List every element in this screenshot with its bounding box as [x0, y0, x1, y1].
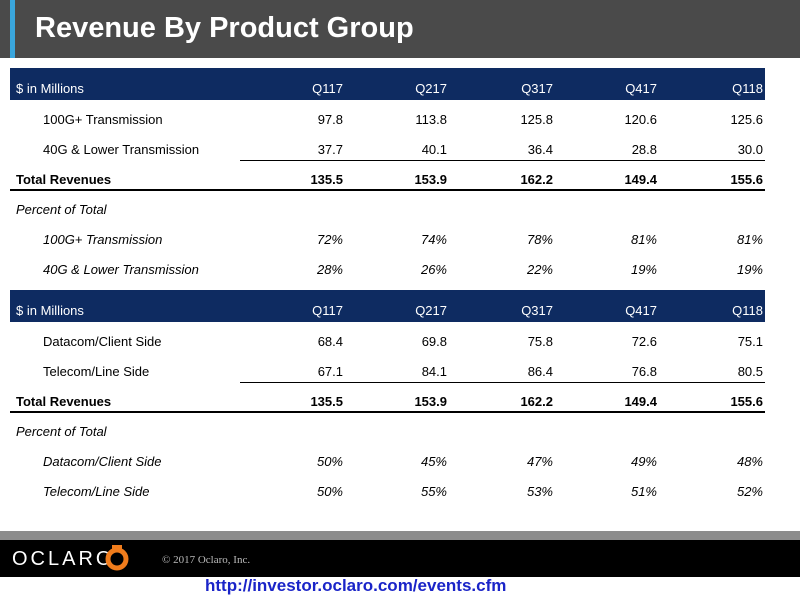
- row-value: 86.4: [527, 364, 553, 379]
- percent-value: 45%: [420, 454, 447, 469]
- header-label: $ in Millions: [16, 81, 84, 96]
- percent-value: 50%: [316, 484, 343, 499]
- logo-ring: [105, 547, 129, 571]
- row-value: 97.8: [317, 112, 343, 127]
- percent-value: 81%: [630, 232, 657, 247]
- row-value: 80.5: [737, 364, 763, 379]
- header-value: Q118: [732, 303, 763, 318]
- row-value: 67.1: [317, 364, 343, 379]
- percent-value: 26%: [420, 262, 447, 277]
- link[interactable]: http://investor.oclaro.com/events.cfm: [205, 576, 507, 595]
- percent-value: 78%: [526, 232, 553, 247]
- row-label: Datacom/Client Side: [43, 334, 162, 349]
- total-value: 149.4: [624, 394, 657, 409]
- row-value: 75.1: [737, 334, 763, 349]
- row-label: 40G & Lower Transmission: [43, 142, 200, 157]
- percent-value: 52%: [736, 484, 763, 499]
- total-rule: [10, 411, 765, 413]
- percent-value: 47%: [526, 454, 553, 469]
- percent-label: Telecom/Line Side: [43, 484, 150, 499]
- percent-value: 81%: [736, 232, 763, 247]
- total-rule: [10, 189, 765, 191]
- header-value: Q217: [415, 81, 447, 96]
- table-header-band: [10, 290, 765, 322]
- row-value: 76.8: [631, 364, 657, 379]
- title: Revenue By Product Group: [35, 12, 414, 44]
- percent-value: 51%: [630, 484, 657, 499]
- logo-tab: [112, 545, 122, 550]
- row-value: 30.0: [737, 142, 763, 157]
- percent-value: 28%: [316, 262, 343, 277]
- total-value: 162.2: [520, 172, 553, 187]
- percent-label: Datacom/Client Side: [43, 454, 162, 469]
- logo-text: OCLARO: [12, 548, 115, 570]
- logo-icon: [105, 545, 129, 571]
- row-value: 75.8: [527, 334, 553, 349]
- total-value: 153.9: [414, 394, 447, 409]
- total-value: 135.5: [310, 394, 343, 409]
- percent-value: 53%: [526, 484, 553, 499]
- percent-value: 48%: [736, 454, 763, 469]
- copyright: © 2017 Oclaro, Inc.: [162, 554, 251, 566]
- total-value: 155.6: [730, 394, 763, 409]
- percent-value: 19%: [736, 262, 763, 277]
- total-label: Total Revenues: [16, 394, 112, 409]
- header-value: Q217: [415, 303, 447, 318]
- title-accent: [10, 0, 15, 58]
- total-value: 155.6: [730, 172, 763, 187]
- percent-value: 74%: [420, 232, 447, 247]
- row-value: 68.4: [317, 334, 343, 349]
- header-value: Q117: [312, 303, 343, 318]
- subtotal-rule: [240, 382, 765, 383]
- header-value: Q417: [625, 81, 657, 96]
- row-value: 125.6: [730, 112, 763, 127]
- percent-value: 22%: [526, 262, 553, 277]
- percent-value: 72%: [316, 232, 343, 247]
- percent-title: Percent of Total: [16, 424, 107, 439]
- total-value: 153.9: [414, 172, 447, 187]
- header-value: Q317: [521, 81, 553, 96]
- footer-bar: [0, 540, 800, 577]
- header-label: $ in Millions: [16, 303, 84, 318]
- header-value: Q118: [732, 81, 763, 96]
- header-value: Q417: [625, 303, 657, 318]
- percent-value: 50%: [316, 454, 343, 469]
- header-value: Q117: [312, 81, 343, 96]
- row-value: 72.6: [631, 334, 657, 349]
- row-value: 36.4: [527, 142, 553, 157]
- total-value: 149.4: [624, 172, 657, 187]
- row-label: 100G+ Transmission: [43, 112, 163, 127]
- total-value: 135.5: [310, 172, 343, 187]
- row-value: 125.8: [520, 112, 553, 127]
- header-value: Q317: [521, 303, 553, 318]
- row-label: Telecom/Line Side: [43, 364, 150, 379]
- percent-label: 100G+ Transmission: [43, 232, 163, 247]
- total-value: 162.2: [520, 394, 553, 409]
- percent-value: 49%: [630, 454, 657, 469]
- total-label: Total Revenues: [16, 172, 112, 187]
- percent-title: Percent of Total: [16, 202, 107, 217]
- row-value: 40.1: [421, 142, 447, 157]
- row-value: 28.8: [631, 142, 657, 157]
- row-value: 84.1: [421, 364, 447, 379]
- footer-stripe: [0, 531, 800, 540]
- percent-label: 40G & Lower Transmission: [43, 262, 199, 277]
- row-value: 37.7: [317, 142, 343, 157]
- title-bar: [0, 0, 800, 58]
- percent-value: 55%: [420, 484, 447, 499]
- row-value: 69.8: [421, 334, 447, 349]
- row-value: 113.8: [415, 112, 447, 127]
- row-value: 120.6: [624, 112, 657, 127]
- subtotal-rule: [240, 160, 765, 161]
- table-header-band: [10, 68, 765, 100]
- percent-value: 19%: [630, 262, 657, 277]
